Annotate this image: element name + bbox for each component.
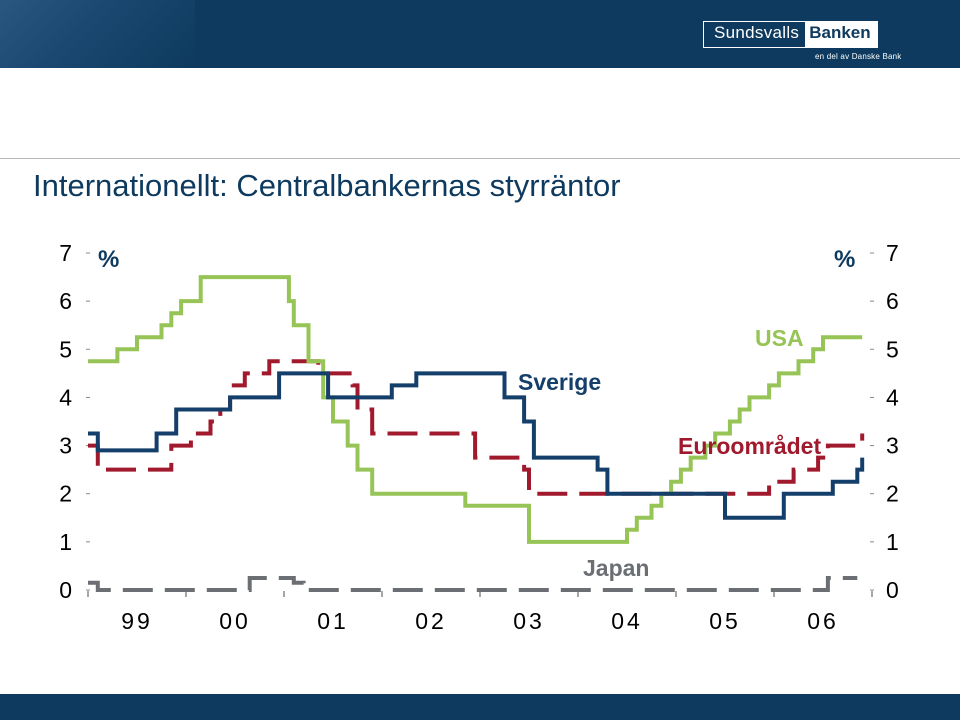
y-tick-label-right: 1 bbox=[886, 529, 899, 555]
y-tick-label-left: 3 bbox=[59, 433, 72, 459]
y-tick-label-right: 0 bbox=[886, 577, 899, 603]
y-tick-label-left: 4 bbox=[59, 384, 72, 410]
x-tick-label: 02 bbox=[415, 608, 447, 634]
y-tick-label-right: 2 bbox=[886, 481, 899, 507]
logo-subtitle: en del av Danske Bank bbox=[815, 52, 902, 61]
series-label-sverige: Sverige bbox=[518, 369, 601, 395]
x-tick-label: 00 bbox=[219, 608, 251, 634]
x-tick-label: 06 bbox=[807, 608, 839, 634]
y-tick-label-left: 1 bbox=[59, 529, 72, 555]
logo-text-part1: Sundsvalls bbox=[704, 22, 806, 47]
series-line-euroomrdet bbox=[88, 359, 865, 496]
chart-labels: Sverige USA Euroområdet Japan bbox=[518, 325, 821, 581]
series-line-usa bbox=[88, 275, 863, 544]
y-tick-label-right: 7 bbox=[886, 240, 899, 266]
x-tick-label: 04 bbox=[611, 608, 643, 634]
x-tick-label: 99 bbox=[121, 608, 153, 634]
y-tick-label-left: 5 bbox=[59, 336, 72, 362]
y-tick-label-left: 6 bbox=[59, 288, 72, 314]
y-tick-label-left: 7 bbox=[59, 240, 72, 266]
y-tick-label-right: 6 bbox=[886, 288, 899, 314]
y-tick-label-right: 5 bbox=[886, 336, 899, 362]
x-tick-label: 03 bbox=[513, 608, 545, 634]
chart-series bbox=[88, 275, 865, 592]
logo-text-part2: Banken bbox=[805, 22, 877, 47]
y-unit-label-left: % bbox=[98, 246, 119, 273]
y-tick-label-left: 0 bbox=[59, 577, 72, 603]
footer-bar bbox=[0, 694, 960, 720]
header-gradient bbox=[0, 0, 195, 68]
y-tick-label-right: 3 bbox=[886, 433, 899, 459]
chart-axes: 0 01 12 23 34 45 56 67 7% %99 00 01 02 03 04 05 06 bbox=[59, 240, 899, 634]
y-unit-label-right: % bbox=[834, 246, 855, 273]
series-label-japan: Japan bbox=[583, 555, 649, 581]
header-bar: Sundsvalls Banken en del av Danske Bank bbox=[0, 0, 960, 68]
series-label-usa: USA bbox=[755, 325, 804, 351]
x-tick-label: 05 bbox=[709, 608, 741, 634]
y-tick-label-right: 4 bbox=[886, 384, 899, 410]
brand-logo: Sundsvalls Banken bbox=[703, 21, 878, 48]
x-tick-label: 01 bbox=[317, 608, 349, 634]
series-label-euro: Euroområdet bbox=[678, 433, 821, 459]
series-line-japan bbox=[88, 576, 858, 592]
title-rule bbox=[0, 158, 960, 159]
page-title: Internationellt: Centralbankernas styrrä… bbox=[33, 168, 621, 203]
series-line-sverige bbox=[88, 371, 865, 520]
y-tick-label-left: 2 bbox=[59, 481, 72, 507]
